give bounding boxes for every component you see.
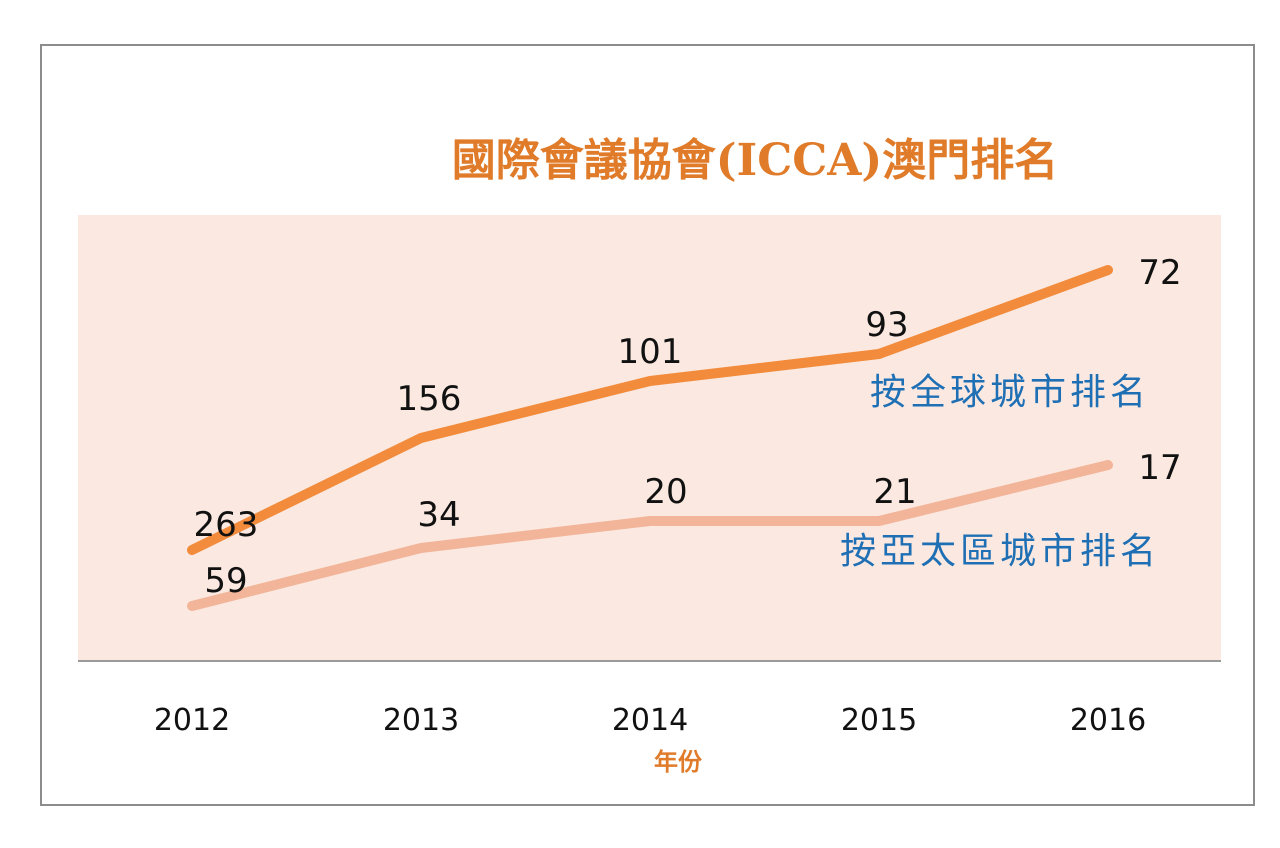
data-label-asia-2015: 21: [873, 472, 916, 512]
x-tick-2014: 2014: [612, 703, 688, 738]
series-label-asia-pacific: 按亞太區城市排名: [840, 531, 1160, 572]
data-label-global-2014: 101: [618, 332, 683, 372]
x-tick-2015: 2015: [841, 703, 917, 738]
x-axis-title: 年份: [654, 748, 703, 776]
chart-frame: [40, 44, 1255, 806]
data-label-layer: 263 156 101 93 72 59 34 20 21 17: [194, 253, 1182, 601]
x-tick-2012: 2012: [154, 703, 230, 738]
series-line-asia-pacific: [187, 460, 1113, 611]
series-line-global: [187, 265, 1113, 555]
series-layer: [187, 265, 1113, 611]
x-tick-2016: 2016: [1070, 703, 1146, 738]
x-tick-layer: 2012 2013 2014 2015 2016: [154, 703, 1146, 738]
data-label-asia-2013: 34: [417, 495, 460, 535]
data-label-global-2013: 156: [397, 379, 462, 419]
data-label-asia-2016: 17: [1138, 448, 1181, 488]
data-label-asia-2014: 20: [644, 472, 687, 512]
data-label-global-2016: 72: [1138, 253, 1181, 293]
data-label-asia-2012: 59: [204, 561, 247, 601]
chart-title: 國際會議協會(ICCA)澳門排名: [452, 135, 1058, 186]
data-label-global-2012: 263: [194, 505, 259, 545]
x-tick-2013: 2013: [383, 703, 459, 738]
series-label-global: 按全球城市排名: [870, 372, 1150, 413]
data-label-global-2015: 93: [865, 305, 908, 345]
